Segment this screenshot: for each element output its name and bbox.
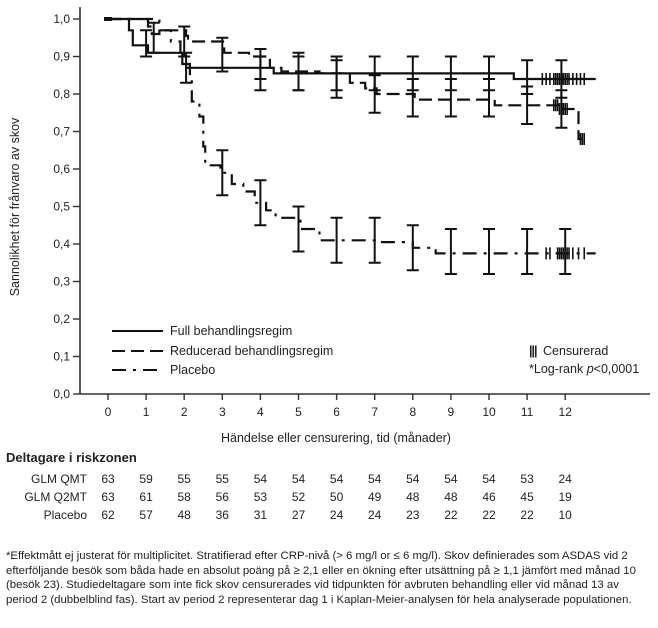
logrank-annotation: *Log-rank p<0,0001 [529,362,639,376]
risk-cell: 22 [482,508,496,522]
logrank-value: <0,0001 [594,362,640,376]
risk-cell: 53 [253,490,268,504]
logrank-p: p [586,362,594,376]
y-axis-title: Sannolikhet för frånvaro av skov [8,117,22,296]
risk-cell: 61 [139,490,153,504]
x-tick-label: 10 [482,405,496,419]
risk-cell: 50 [329,490,344,504]
survival-line [108,17,596,255]
x-tick-label: 3 [219,405,226,419]
y-tick-label: 0,0 [53,387,70,401]
risk-cell: 22 [444,508,458,522]
risk-table-title: Deltagare i riskzonen [6,450,137,465]
footnote: *Effektmått ej justerat för multiplicite… [6,550,636,606]
risk-cell: 46 [482,490,496,504]
risk-table-row: GLM QMT 63 59 55 55 54 54 54 54 54 54 54 53 24 [0,472,658,490]
x-tick-label: 4 [257,405,264,419]
risk-cell: 54 [368,472,382,486]
axes: 0,00,10,20,30,40,50,60,70,80,91,00 1 2 3 4 5 6… [53,7,650,419]
x-tick-label: 7 [371,405,378,419]
risk-cell: 54 [482,472,496,486]
x-tick-label: 0 [105,405,112,419]
risk-cell: 58 [177,490,191,504]
survival-curves [104,17,596,275]
series-dashed [108,17,589,145]
x-tick-label: 2 [181,405,188,419]
risk-cell: 27 [291,508,306,522]
risk-cell: 24 [368,508,382,522]
censored-label: Censurerad [543,344,608,358]
x-tick-label: 1 [143,405,150,419]
risk-cell: 48 [444,490,458,504]
x-tick-label: 5 [295,405,302,419]
risk-cell: 63 [101,490,115,504]
risk-cell: 53 [520,472,534,486]
legend-label-reduced: Reducerad behandlingsregim [170,344,333,358]
y-tick-label: 1,0 [53,12,70,26]
legend: Full behandlingsregim Reducerad behandli… [112,324,639,377]
risk-cell: 48 [177,508,191,522]
risk-cell: 31 [253,508,268,522]
risk-table-row: GLM Q2MT 63 61 58 56 53 52 50 49 48 48 46 45 19 [0,490,658,508]
x-tick-label: 8 [409,405,416,419]
legend-label-placebo: Placebo [170,363,215,377]
risk-row-label: GLM QMT [31,472,87,486]
risk-cell: 23 [406,508,420,522]
risk-cell: 54 [291,472,306,486]
y-tick-label: 0,2 [53,312,70,326]
x-axis-title: Händelse eller censurering, tid (månader… [221,431,451,445]
risk-cell: 45 [520,490,534,504]
logrank-prefix: *Log-rank [529,362,587,376]
y-tick-label: 0,3 [53,275,70,289]
risk-cell: 54 [253,472,268,486]
x-tick-label: 9 [448,405,455,419]
y-tick-label: 0,9 [53,50,70,64]
risk-cell: 54 [329,472,344,486]
x-tick-label: 12 [559,405,573,419]
risk-cell: 59 [139,472,153,486]
censored-symbol: ||| [529,344,537,358]
risk-cell: 10 [558,508,572,522]
risk-row-label: Placebo [43,508,87,522]
series-dash-dot [108,17,596,275]
risk-cell: 48 [406,490,420,504]
kaplan-meier-chart: 0,00,10,20,30,40,50,60,70,80,91,00 1 2 3 4 5 6… [8,7,650,445]
risk-cell: 49 [368,490,382,504]
y-tick-label: 0,8 [53,87,70,101]
risk-cell: 24 [329,508,344,522]
censor-mark-start [104,17,112,21]
risk-cell: 36 [215,508,229,522]
risk-cell: 24 [558,472,572,486]
risk-cell: 19 [558,490,572,504]
risk-cell: 63 [101,472,115,486]
y-tick-label: 0,5 [53,200,70,214]
risk-cell: 52 [291,490,306,504]
risk-cell: 62 [101,508,115,522]
survival-line [108,17,596,81]
risk-cell: 54 [406,472,420,486]
risk-row-label: GLM Q2MT [24,490,87,504]
risk-table-row: Placebo 62 57 48 36 31 27 24 24 23 22 22 22 10 [0,508,658,526]
y-tick-label: 0,6 [53,162,70,176]
risk-cell: 55 [215,472,229,486]
x-tick-label: 11 [521,405,534,419]
risk-cell: 54 [444,472,458,486]
y-tick-label: 0,1 [53,350,70,364]
risk-cell: 56 [215,490,229,504]
y-tick-label: 0,4 [53,237,70,251]
y-tick-label: 0,7 [53,125,70,139]
risk-cell: 57 [139,508,153,522]
risk-cell: 22 [520,508,534,522]
x-tick-label: 6 [333,405,340,419]
risk-cell: 55 [177,472,191,486]
legend-label-full: Full behandlingsregim [170,324,292,338]
